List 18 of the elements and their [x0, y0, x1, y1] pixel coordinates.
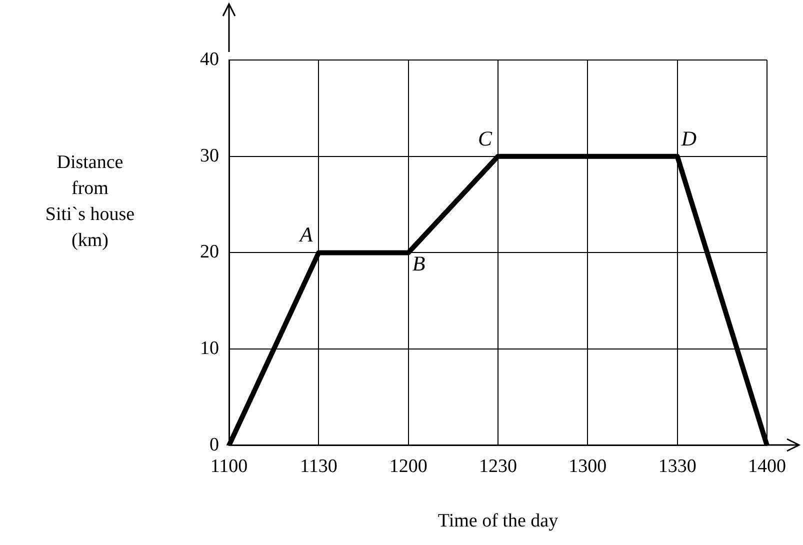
x-axis-title: Time of the day: [438, 510, 559, 532]
x-tick-label: 1330: [658, 456, 696, 477]
y-axis-title: Distance from Siti`s house (km): [44, 151, 136, 253]
annotation: C: [478, 126, 493, 150]
annotation: B: [412, 252, 426, 276]
x-tick-label: 1400: [748, 456, 786, 477]
y-tick-label: 10: [200, 338, 219, 360]
y-tick-label: 0: [210, 434, 219, 456]
x-tick-label: 1100: [210, 456, 248, 477]
x-tick-label: 1130: [300, 456, 338, 477]
annotation: A: [298, 222, 313, 247]
x-tick-label: 1300: [568, 456, 607, 477]
y-tick-label: 20: [200, 242, 219, 263]
x-tick-label: 1230: [479, 456, 517, 477]
x-tick-label: 1200: [389, 456, 428, 477]
y-tick-label: 40: [200, 48, 219, 70]
y-tick-label: 30: [200, 145, 219, 166]
annotation: D: [680, 126, 697, 150]
